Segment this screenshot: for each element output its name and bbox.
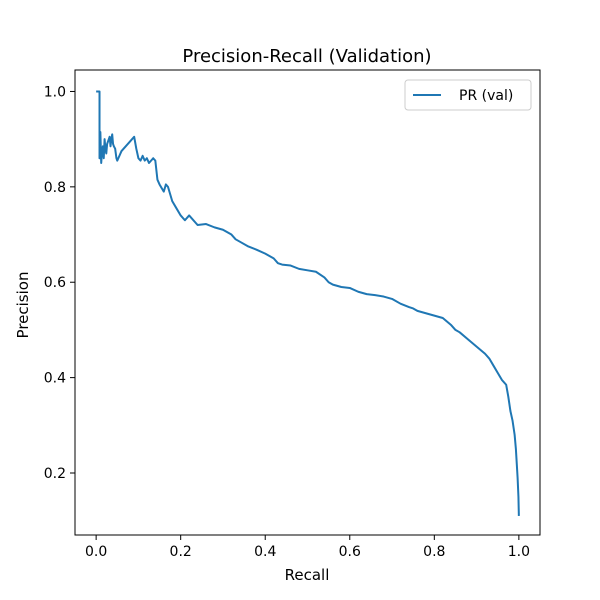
legend-label-pr-val: PR (val) (459, 88, 513, 104)
series-line-0 (96, 90, 520, 516)
x-tick-label: 0.2 (170, 544, 192, 560)
x-tick-label: 1.0 (508, 544, 530, 560)
chart-title: Precision-Recall (Validation) (182, 46, 431, 67)
y-tick-label: 0.2 (44, 466, 66, 482)
y-tick-label: 0.4 (44, 371, 66, 387)
y-tick-label: 1.0 (44, 84, 66, 100)
legend-box (404, 79, 532, 111)
axes-frame (74, 69, 541, 536)
y-tick-label: 0.8 (44, 180, 66, 196)
plot-area: 0.0 0.2 0.4 0.6 0.8 1.0 0.2 0.4 0.6 0.8 1.0 (44, 69, 541, 560)
x-tick-label: 0.0 (85, 544, 107, 560)
y-axis-label: Precision (14, 272, 32, 339)
x-tick-label: 0.4 (254, 544, 276, 560)
x-tick-label: 0.8 (423, 544, 445, 560)
legend: PR (val) (404, 79, 532, 111)
y-tick-label: 0.6 (44, 275, 66, 291)
x-tick-label: 0.6 (339, 544, 361, 560)
x-axis-label: Recall (285, 566, 330, 584)
